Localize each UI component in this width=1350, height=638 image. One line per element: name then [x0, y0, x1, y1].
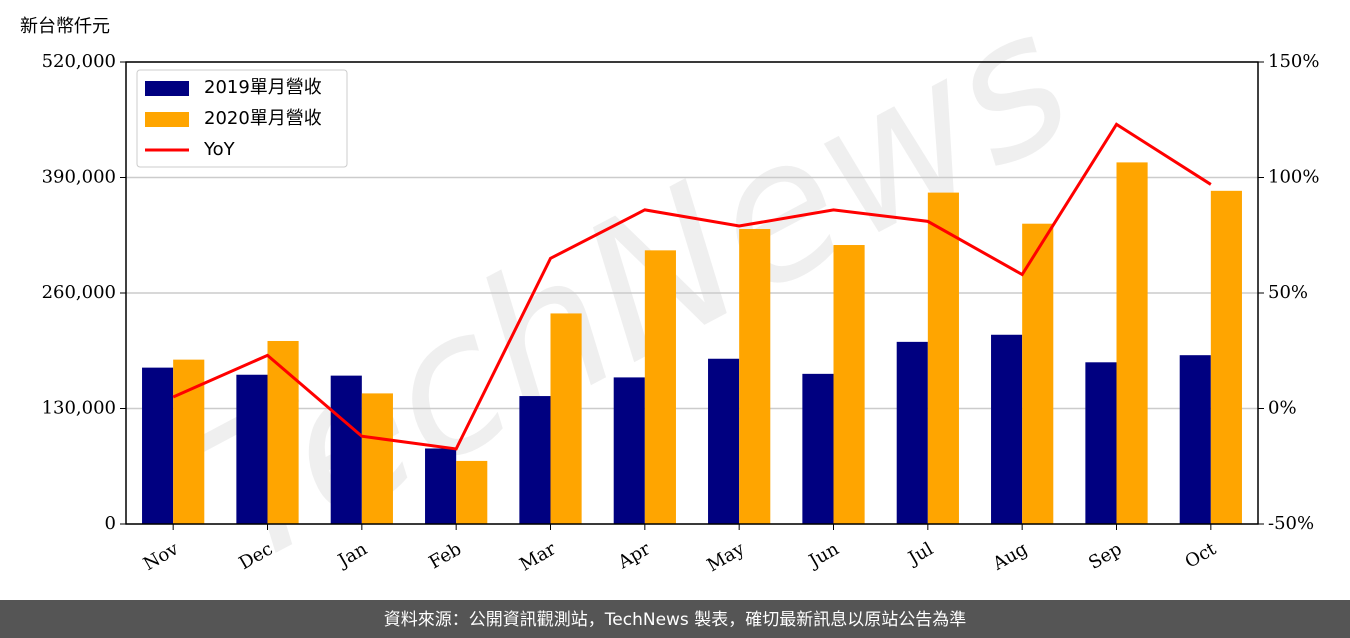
bar: [644, 250, 676, 524]
x-tick-label: May: [704, 538, 749, 576]
x-tick-label: Apr: [614, 538, 654, 573]
legend-swatch: [145, 81, 189, 96]
bar: [833, 245, 865, 524]
bar: [739, 229, 771, 524]
bar: [519, 396, 551, 524]
legend-label: YoY: [203, 139, 236, 160]
bar: [550, 313, 582, 524]
bar: [802, 373, 834, 524]
bar: [361, 393, 393, 524]
yoy-line: [172, 122, 1212, 451]
x-tick-label: Jun: [804, 538, 843, 573]
legend-box: [136, 69, 348, 168]
bar: [330, 375, 362, 524]
bar: [142, 367, 174, 524]
bar: [1116, 162, 1148, 524]
bar: [1210, 190, 1242, 525]
y2-tick-label: 0%: [1268, 398, 1297, 419]
bar: [1022, 223, 1054, 524]
y-tick-label: 0: [105, 513, 116, 534]
y2-tick-label: 150%: [1268, 51, 1319, 72]
bar: [1085, 362, 1117, 524]
y-axis-label: 新台幣仟元: [20, 16, 110, 37]
y-tick-label: 260,000: [42, 282, 116, 303]
x-tick-label: Feb: [425, 538, 465, 573]
footer-bar: [0, 600, 1350, 638]
y2-tick-label: -50%: [1268, 513, 1314, 534]
bar: [236, 374, 268, 524]
bar: [1179, 355, 1211, 524]
bar: [425, 448, 457, 524]
bar: [927, 192, 959, 524]
x-tick-label: Jul: [903, 538, 937, 570]
x-tick-label: Sep: [1085, 538, 1125, 573]
x-tick-label: Oct: [1182, 538, 1221, 573]
plot-frame: [125, 61, 1259, 525]
y2-tick-label: 50%: [1268, 282, 1308, 303]
legend: 2019單月營收 2020單月營收 YoY: [136, 69, 348, 168]
y-tick-label: 390,000: [42, 167, 116, 188]
y-tick-label: 130,000: [42, 398, 116, 419]
bar: [267, 340, 299, 524]
legend-label: 2020單月營收: [204, 108, 322, 129]
bar: [456, 460, 488, 524]
bar: [613, 377, 645, 524]
legend-swatch: [145, 112, 189, 127]
legend-label: 2019單月營收: [204, 77, 322, 98]
y2-tick-label: 100%: [1268, 167, 1319, 188]
x-tick-label: Nov: [140, 538, 183, 575]
bar: [896, 341, 928, 524]
x-tick-label: Aug: [989, 538, 1032, 575]
bar: [991, 334, 1023, 524]
bar: [708, 358, 740, 524]
x-tick-label: Mar: [516, 538, 560, 575]
footer-text: 資料來源：公開資訊觀測站，TechNews 製表，確切最新訊息以原站公告為準: [384, 610, 966, 630]
y-tick-label: 520,000: [42, 51, 116, 72]
